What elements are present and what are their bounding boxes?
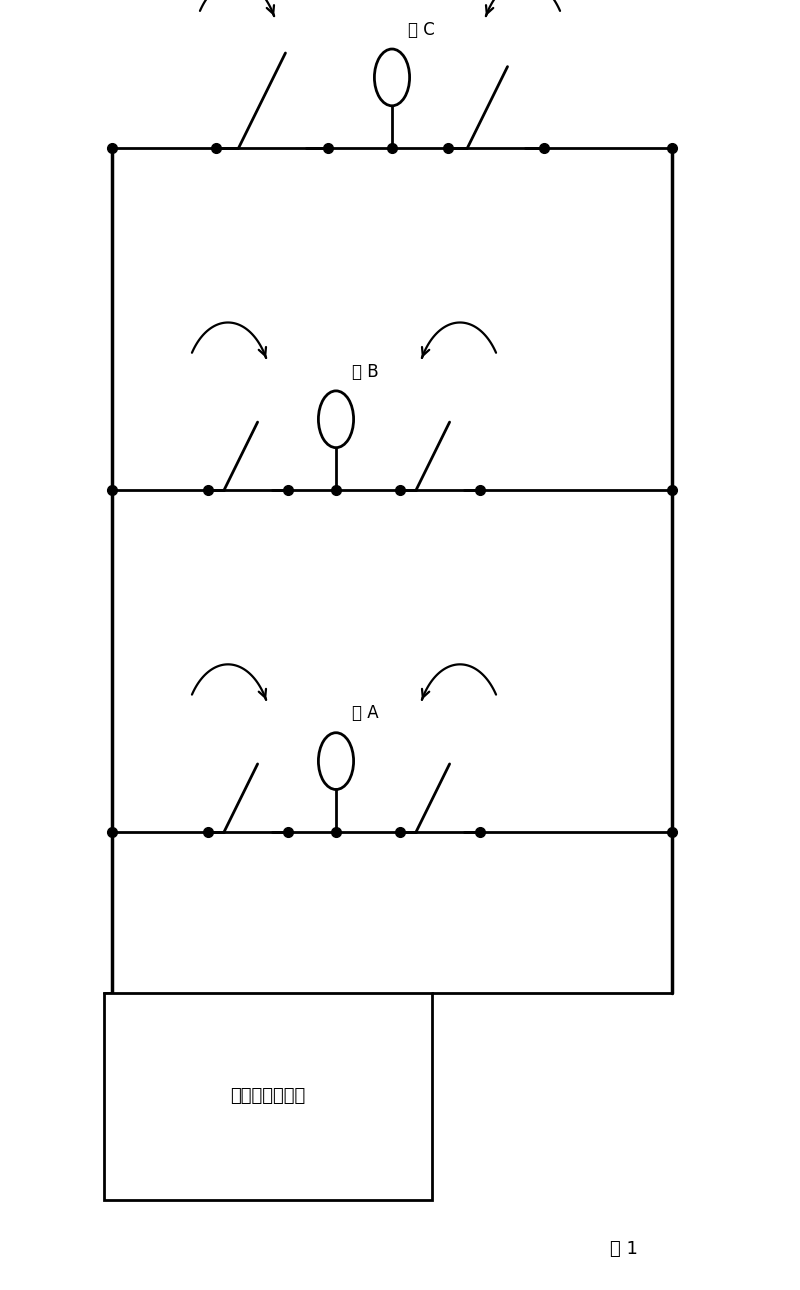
Text: 相 A: 相 A <box>352 704 378 722</box>
Text: 图 1: 图 1 <box>610 1240 638 1258</box>
Text: 相 C: 相 C <box>408 21 434 39</box>
Bar <box>104 993 432 1200</box>
Text: 相 B: 相 B <box>352 362 378 381</box>
Text: 电压源或电流源: 电压源或电流源 <box>230 1087 306 1106</box>
